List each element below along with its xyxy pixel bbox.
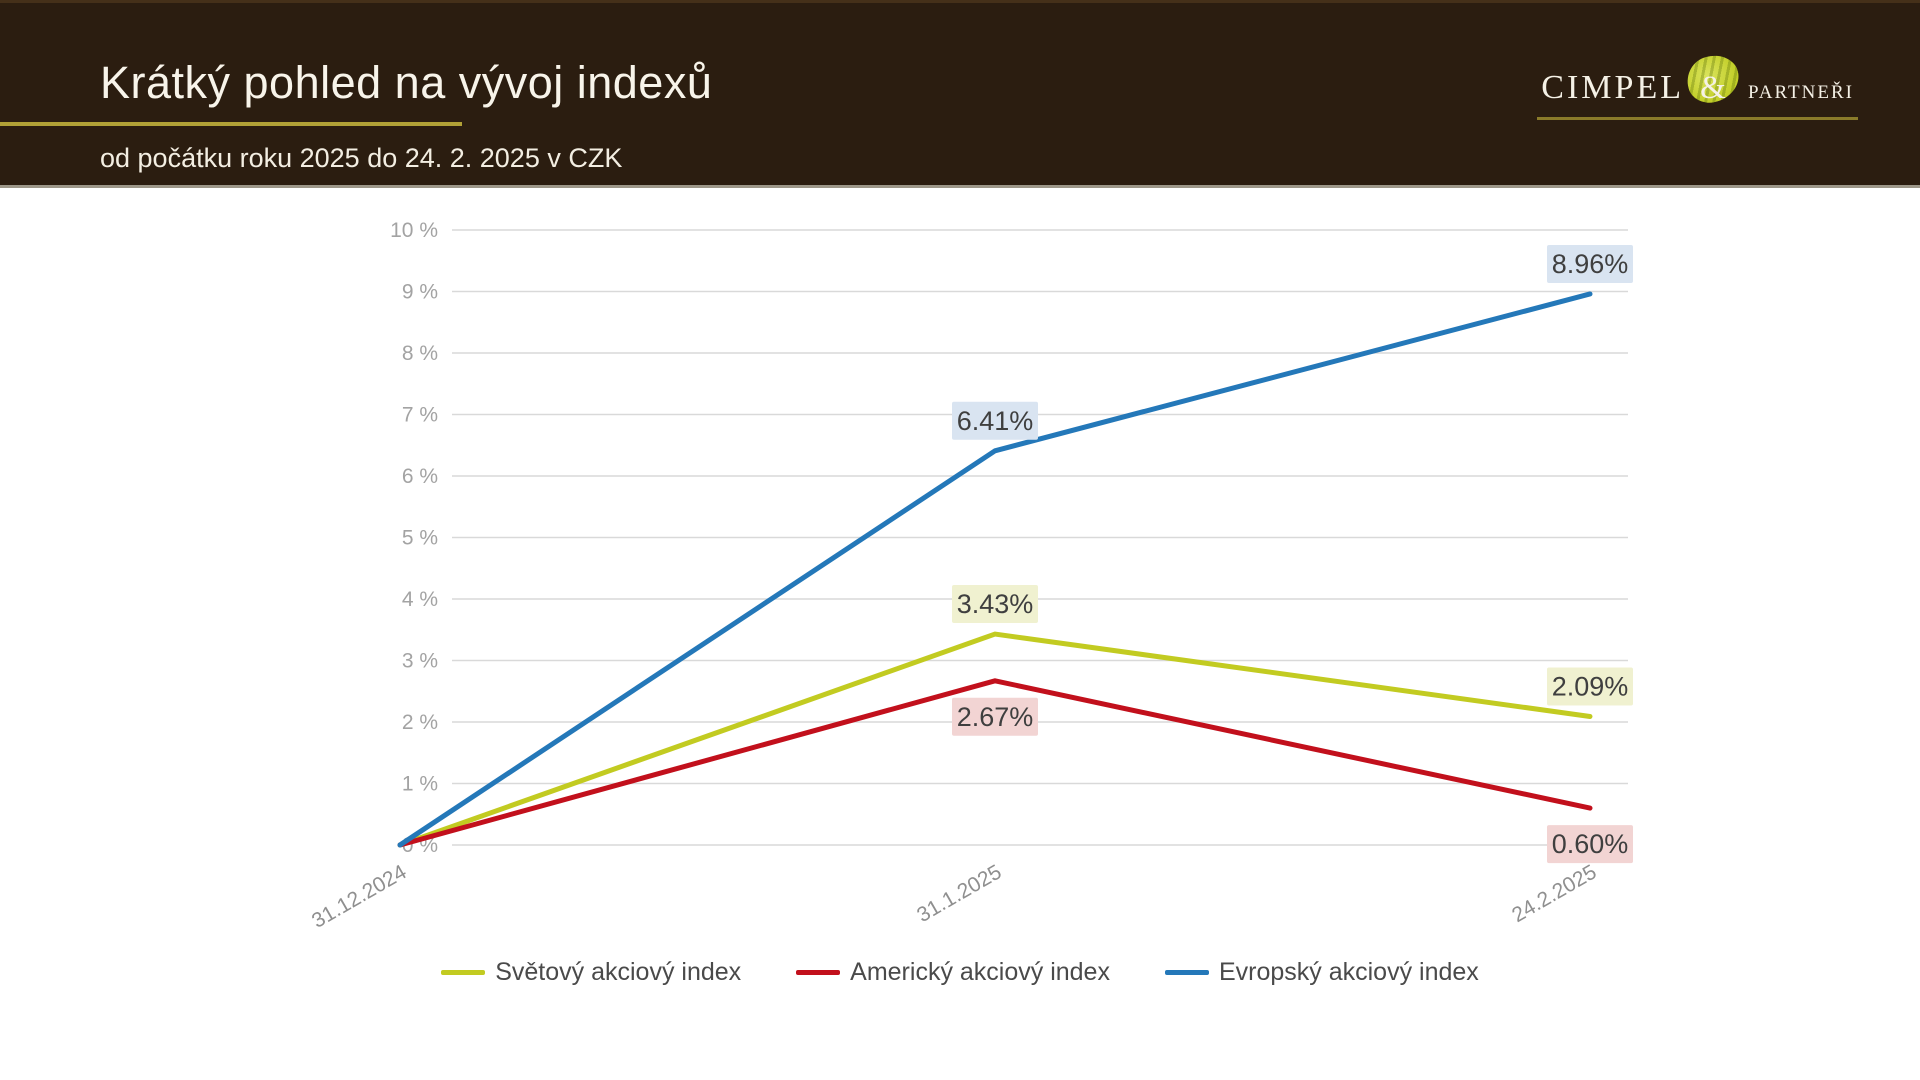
y-axis-tick-label: 6 % xyxy=(402,465,438,488)
data-label: 6.41% xyxy=(957,406,1034,436)
series-line-1 xyxy=(397,678,1593,848)
legend-item-0: Světový akciový index xyxy=(441,958,741,987)
data-label: 2.67% xyxy=(957,702,1034,732)
data-label: 0.60% xyxy=(1552,829,1629,859)
logo-ampersand: & xyxy=(1700,70,1726,106)
slide-subtitle: od počátku roku 2025 do 24. 2. 2025 v CZ… xyxy=(100,143,623,173)
data-label: 3.43% xyxy=(957,589,1034,619)
legend-swatch-icon xyxy=(1164,970,1209,975)
y-axis-tick-label: 1 % xyxy=(402,773,438,796)
y-axis-tick-label: 7 % xyxy=(402,404,438,427)
y-axis-tick-label: 9 % xyxy=(402,281,438,304)
chart-legend: Světový akciový index Americký akciový in… xyxy=(0,958,1920,987)
legend-label: Americký akciový index xyxy=(850,958,1110,986)
legend-item-2: Evropský akciový index xyxy=(1164,958,1479,987)
data-label-bg xyxy=(1547,825,1633,864)
data-label: 8.96% xyxy=(1552,249,1629,279)
y-axis-tick-label: 4 % xyxy=(402,588,438,611)
data-label: 2.09% xyxy=(1552,671,1629,701)
y-axis-tick-label: 5 % xyxy=(402,527,438,550)
data-label-bg xyxy=(952,401,1038,440)
logo-suffix: partneři xyxy=(1747,82,1854,103)
header: Krátký pohled na vývoj indexů od počátku… xyxy=(0,0,1920,188)
legend-label: Světový akciový index xyxy=(495,958,742,986)
data-label-bg xyxy=(952,697,1038,736)
y-axis-tick-label: 8 % xyxy=(402,342,438,365)
legend-label: Evropský akciový index xyxy=(1218,958,1479,986)
data-label-bg xyxy=(952,585,1038,624)
x-axis-tick-label: 31.12.2024 xyxy=(308,860,411,933)
data-label-bg xyxy=(1547,244,1633,283)
legend-item-1: Americký akciový index xyxy=(796,958,1110,987)
x-axis-tick-label: 31.1.2025 xyxy=(913,860,1005,927)
data-label-bg xyxy=(1547,667,1633,706)
series-line-2 xyxy=(397,291,1593,848)
y-axis-tick-label: 2 % xyxy=(402,711,438,734)
series-line-0 xyxy=(397,631,1593,848)
y-axis-tick-label: 10 % xyxy=(390,219,438,242)
title-underline xyxy=(0,122,462,126)
x-axis-tick-label: 24.2.2025 xyxy=(1508,860,1600,927)
logo-name: Cimpel xyxy=(1541,69,1684,106)
company-logo: Cimpel & partneři xyxy=(1537,49,1858,120)
legend-swatch-icon xyxy=(441,970,486,975)
legend-swatch-icon xyxy=(796,970,841,975)
logo-amp-wrap: & xyxy=(1682,49,1744,107)
slide-title: Krátký pohled na vývoj indexů xyxy=(100,57,713,108)
y-axis-tick-label: 3 % xyxy=(402,650,438,673)
